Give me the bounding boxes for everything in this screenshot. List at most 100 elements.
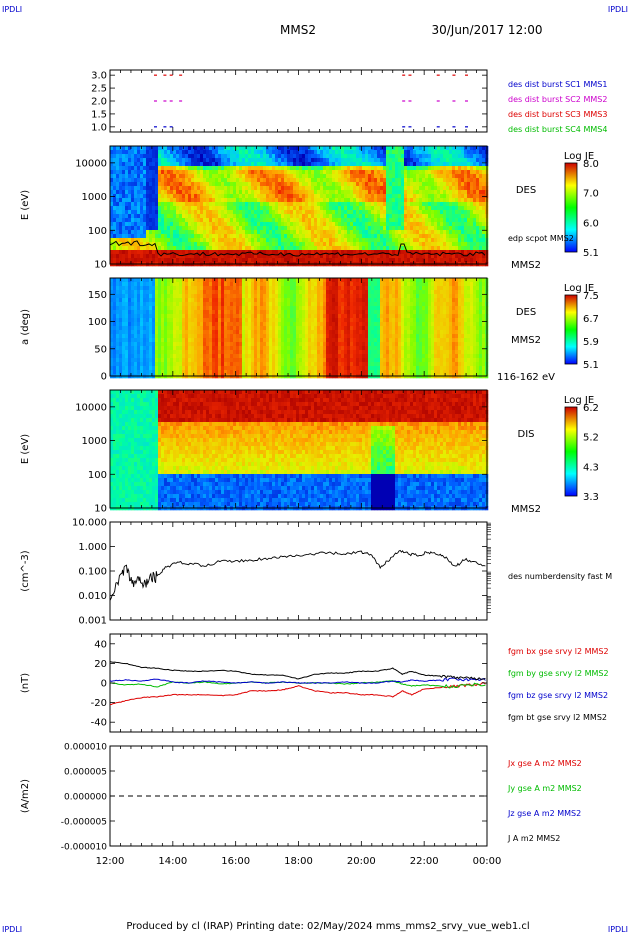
spectrogram-cell — [152, 226, 156, 231]
spectrogram-cell — [110, 166, 114, 171]
spectrogram-cell — [278, 166, 282, 171]
spectrogram-cell — [464, 234, 468, 239]
spectrogram-cell — [437, 238, 441, 243]
spectrogram-cell — [473, 254, 477, 259]
spectrogram-cell — [164, 242, 168, 247]
spectrogram-cell — [164, 302, 168, 307]
spectrogram-cell — [173, 230, 177, 235]
spectrogram-cell — [476, 146, 480, 151]
spectrogram-cell — [185, 146, 189, 151]
spectrogram-cell — [176, 366, 180, 371]
spectrogram-cell — [383, 246, 387, 251]
spectrogram-cell — [380, 214, 384, 219]
spectrogram-cell — [152, 166, 156, 171]
spectrogram-cell — [152, 254, 156, 259]
spectrogram-cell — [260, 194, 264, 199]
spectrogram-cell — [116, 154, 120, 159]
spectrogram-cell — [380, 146, 384, 151]
spectrogram-cell — [308, 194, 312, 199]
spectrogram-cell — [455, 230, 459, 235]
spectrogram-cell — [239, 214, 243, 219]
spectrogram-cell — [158, 310, 162, 315]
spectrogram-cell — [374, 170, 378, 175]
spectrogram-cell — [197, 330, 201, 335]
spectrogram-cell — [479, 190, 483, 195]
spectrogram-cell — [176, 226, 180, 231]
spectrogram-cell — [179, 214, 183, 219]
spectrogram-cell — [188, 158, 192, 163]
spectrogram-cell — [182, 202, 186, 207]
spectrogram-cell — [341, 206, 345, 211]
spectrogram-cell — [443, 238, 447, 243]
spectrogram-cell — [230, 258, 234, 263]
spectrogram-cell — [191, 314, 195, 319]
spectrogram-cell — [353, 254, 357, 259]
spectrogram-cell — [293, 178, 297, 183]
spectrogram-cell — [254, 258, 258, 263]
spectrogram-cell — [122, 306, 126, 311]
spectrogram-cell — [113, 158, 117, 163]
spectrogram-cell — [182, 250, 186, 255]
y-tick-label-burst: 1.0 — [91, 122, 107, 133]
spectrogram-cell — [242, 234, 246, 239]
spectrogram-cell — [386, 250, 390, 255]
spectrogram-cell — [155, 190, 159, 195]
spectrogram-cell — [386, 222, 390, 227]
spectrogram-cell — [413, 198, 417, 203]
spectrogram-cell — [188, 250, 192, 255]
spectrogram-cell — [473, 194, 477, 199]
spectrogram-cell — [137, 318, 141, 323]
spectrogram-cell — [116, 218, 120, 223]
corner-label-top-left: IPDLI — [2, 5, 22, 14]
spectrogram-cell — [197, 162, 201, 167]
spectrogram-cell — [224, 198, 228, 203]
spectrogram-cell — [248, 186, 252, 191]
spectrogram-cell — [116, 278, 120, 283]
spectrogram-cell — [254, 194, 258, 199]
spectrogram-cell — [152, 282, 156, 287]
spectrogram-cell — [110, 182, 114, 187]
spectrogram-cell — [239, 238, 243, 243]
spectrogram-cell — [434, 210, 438, 215]
spectrogram-cell — [431, 222, 435, 227]
spectrogram-cell — [419, 166, 423, 171]
spectrogram-cell — [146, 246, 150, 251]
spectrogram-cell — [143, 278, 147, 283]
spectrogram-cell — [158, 194, 162, 199]
spectrogram-cell — [287, 258, 291, 263]
spectrogram-cell — [458, 214, 462, 219]
spectrogram-cell — [398, 202, 402, 207]
spectrogram-cell — [137, 146, 141, 151]
spectrogram-cell — [350, 258, 354, 263]
spectrogram-cell — [455, 182, 459, 187]
spectrogram-cell — [278, 242, 282, 247]
spectrogram-cell — [398, 194, 402, 199]
spectrogram-cell — [212, 222, 216, 227]
spectrogram-cell — [191, 362, 195, 367]
spectrogram-cell — [179, 298, 183, 303]
spectrogram-cell — [113, 318, 117, 323]
spectrogram-cell — [425, 202, 429, 207]
spectrogram-cell — [356, 250, 360, 255]
spectrogram-cell — [416, 166, 420, 171]
spectrogram-cell — [338, 254, 342, 259]
spectrogram-cell — [269, 174, 273, 179]
spectrogram-cell — [158, 170, 162, 175]
spectrogram-cell — [140, 154, 144, 159]
spectrogram-cell — [428, 238, 432, 243]
spectrogram-cell — [149, 238, 153, 243]
spectrogram-cell — [443, 230, 447, 235]
spectrogram-cell — [233, 178, 237, 183]
spectrogram-cell — [122, 290, 126, 295]
spectrogram-cell — [134, 330, 138, 335]
spectrogram-cell — [230, 166, 234, 171]
spectrogram-cell — [209, 370, 213, 375]
spectrogram-cell — [365, 166, 369, 171]
spectrogram-cell — [425, 182, 429, 187]
spectrogram-cell — [422, 238, 426, 243]
spectrogram-cell — [254, 202, 258, 207]
spectrogram-cell — [272, 162, 276, 167]
spectrogram-cell — [152, 238, 156, 243]
spectrogram-cell — [362, 234, 366, 239]
spectrogram-cell — [440, 250, 444, 255]
